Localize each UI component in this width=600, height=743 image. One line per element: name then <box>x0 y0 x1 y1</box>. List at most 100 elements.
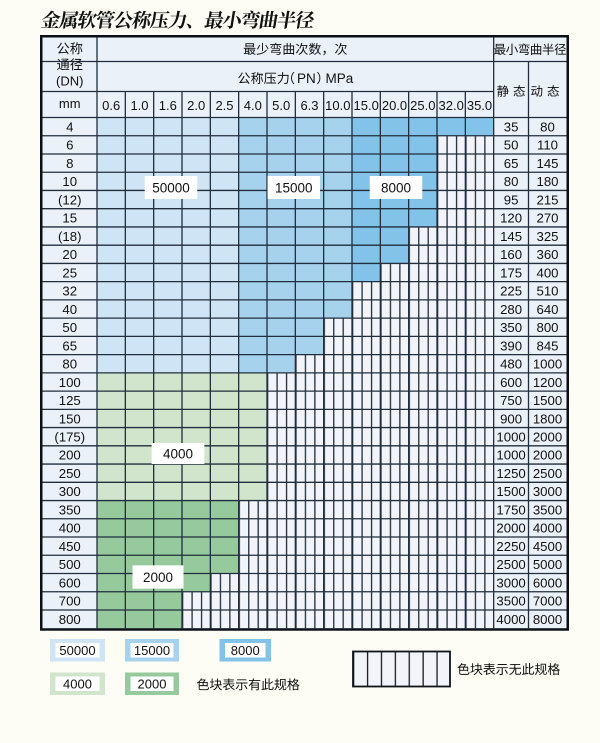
svg-text:35: 35 <box>504 119 519 134</box>
svg-text:40: 40 <box>62 302 77 317</box>
svg-text:450: 450 <box>59 539 81 554</box>
svg-text:2.5: 2.5 <box>215 98 233 113</box>
svg-text:65: 65 <box>62 338 77 353</box>
svg-text:6.3: 6.3 <box>300 98 318 113</box>
svg-text:4000: 4000 <box>496 612 525 627</box>
svg-text:50000: 50000 <box>152 180 190 195</box>
svg-text:700: 700 <box>59 594 81 609</box>
svg-text:5.0: 5.0 <box>272 98 290 113</box>
svg-text:PN: PN <box>297 71 316 86</box>
svg-text:480: 480 <box>500 357 522 372</box>
svg-text:4000: 4000 <box>163 446 193 461</box>
svg-text:1200: 1200 <box>533 375 562 390</box>
svg-text:5000: 5000 <box>533 557 562 572</box>
svg-text:2500: 2500 <box>496 557 525 572</box>
svg-text:1500: 1500 <box>496 484 525 499</box>
svg-text:1250: 1250 <box>496 466 525 481</box>
svg-text:180: 180 <box>536 174 558 189</box>
svg-text:100: 100 <box>59 375 81 390</box>
svg-text:50000: 50000 <box>59 643 95 658</box>
svg-text:845: 845 <box>536 338 558 353</box>
svg-text:120: 120 <box>500 211 522 226</box>
svg-text:500: 500 <box>59 557 81 572</box>
svg-text:10.0: 10.0 <box>325 98 350 113</box>
svg-text:95: 95 <box>504 192 519 207</box>
svg-text:4.0: 4.0 <box>244 98 262 113</box>
svg-text:7000: 7000 <box>533 594 562 609</box>
svg-text:300: 300 <box>59 484 81 499</box>
svg-text:8000: 8000 <box>231 643 260 658</box>
svg-text:25.0: 25.0 <box>410 98 435 113</box>
svg-text:145: 145 <box>500 229 522 244</box>
svg-text:80: 80 <box>62 357 77 372</box>
svg-text:4000: 4000 <box>63 676 92 691</box>
svg-text:15: 15 <box>62 211 77 226</box>
svg-text:80: 80 <box>540 119 555 134</box>
svg-text:8000: 8000 <box>533 612 562 627</box>
svg-text:400: 400 <box>59 521 81 536</box>
svg-text:50: 50 <box>504 138 519 153</box>
svg-text:(18): (18) <box>58 229 81 244</box>
svg-text:400: 400 <box>536 265 558 280</box>
svg-text:4000: 4000 <box>533 521 562 536</box>
svg-text:2000: 2000 <box>143 570 173 585</box>
svg-text:600: 600 <box>59 575 81 590</box>
svg-text:125: 125 <box>59 393 81 408</box>
svg-text:1500: 1500 <box>533 393 562 408</box>
svg-text:270: 270 <box>536 211 558 226</box>
svg-text:8: 8 <box>66 156 73 171</box>
svg-text:8000: 8000 <box>381 180 411 195</box>
svg-text:2000: 2000 <box>138 676 167 691</box>
svg-text:1.0: 1.0 <box>130 98 148 113</box>
svg-text:(12): (12) <box>58 192 81 207</box>
svg-text:mm: mm <box>59 96 81 111</box>
svg-text:1750: 1750 <box>496 502 525 517</box>
svg-text:360: 360 <box>536 247 558 262</box>
svg-text:160: 160 <box>500 247 522 262</box>
svg-text:800: 800 <box>59 612 81 627</box>
svg-text:50: 50 <box>62 320 77 335</box>
svg-text:20: 20 <box>62 247 77 262</box>
svg-text:640: 640 <box>536 302 558 317</box>
svg-text:35.0: 35.0 <box>467 98 492 113</box>
svg-text:250: 250 <box>59 466 81 481</box>
svg-text:350: 350 <box>59 502 81 517</box>
svg-text:225: 225 <box>500 284 522 299</box>
svg-text:20.0: 20.0 <box>382 98 407 113</box>
svg-text:1800: 1800 <box>533 411 562 426</box>
svg-text:2500: 2500 <box>533 466 562 481</box>
svg-text:2000: 2000 <box>533 448 562 463</box>
svg-text:1000: 1000 <box>496 430 525 445</box>
svg-text:900: 900 <box>500 411 522 426</box>
svg-text:65: 65 <box>504 156 519 171</box>
svg-text:15.0: 15.0 <box>354 98 379 113</box>
svg-text:10: 10 <box>62 174 77 189</box>
svg-text:215: 215 <box>536 192 558 207</box>
svg-text:350: 350 <box>500 320 522 335</box>
svg-text:2.0: 2.0 <box>187 98 205 113</box>
svg-text:390: 390 <box>500 338 522 353</box>
svg-text:15000: 15000 <box>134 643 170 658</box>
svg-text:1000: 1000 <box>533 357 562 372</box>
svg-text:25: 25 <box>62 265 77 280</box>
svg-text:600: 600 <box>500 375 522 390</box>
svg-text:(DN): (DN) <box>56 73 83 88</box>
svg-text:3000: 3000 <box>496 575 525 590</box>
svg-text:200: 200 <box>59 448 81 463</box>
svg-text:32: 32 <box>62 284 77 299</box>
svg-text:3000: 3000 <box>533 484 562 499</box>
svg-text:2250: 2250 <box>496 539 525 554</box>
svg-text:110: 110 <box>537 138 558 153</box>
svg-text:800: 800 <box>536 320 558 335</box>
svg-text:4: 4 <box>66 119 73 134</box>
svg-text:1000: 1000 <box>496 448 525 463</box>
svg-text:2000: 2000 <box>533 430 562 445</box>
svg-text:1.6: 1.6 <box>159 98 177 113</box>
svg-text:150: 150 <box>59 411 81 426</box>
svg-text:6: 6 <box>66 138 73 153</box>
svg-text:750: 750 <box>500 393 522 408</box>
svg-text:145: 145 <box>536 156 558 171</box>
svg-text:15000: 15000 <box>275 180 313 195</box>
svg-text:4500: 4500 <box>533 539 562 554</box>
svg-text:0.6: 0.6 <box>102 98 120 113</box>
